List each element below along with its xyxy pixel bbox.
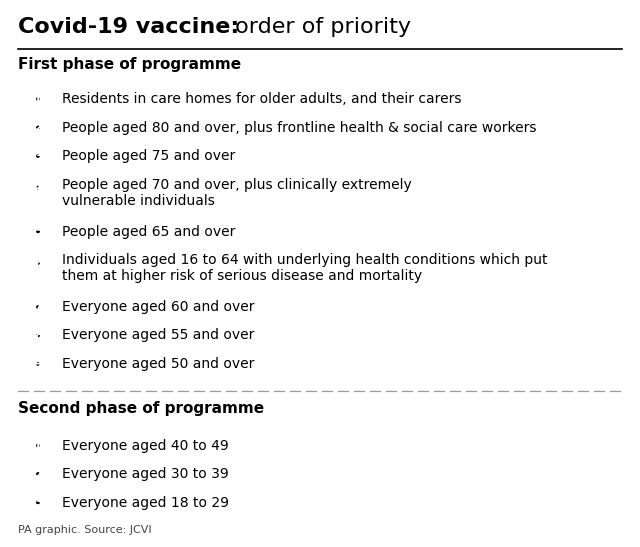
Text: Everyone aged 55 and over: Everyone aged 55 and over — [62, 329, 254, 342]
Text: 3: 3 — [34, 149, 42, 162]
Circle shape — [36, 187, 39, 189]
Circle shape — [36, 473, 39, 475]
Text: 1: 1 — [34, 92, 42, 106]
Text: Everyone aged 40 to 49: Everyone aged 40 to 49 — [62, 439, 228, 452]
Text: 7: 7 — [34, 300, 42, 313]
Text: 2: 2 — [34, 468, 42, 480]
Circle shape — [36, 155, 39, 157]
Text: Covid-19 vaccine:: Covid-19 vaccine: — [18, 17, 239, 37]
Circle shape — [36, 126, 39, 129]
Text: 5: 5 — [34, 225, 42, 238]
Text: 8: 8 — [34, 329, 42, 342]
Text: PA graphic. Source: JCVI: PA graphic. Source: JCVI — [18, 525, 152, 535]
Text: Everyone aged 30 to 39: Everyone aged 30 to 39 — [62, 467, 228, 481]
Text: order of priority: order of priority — [228, 17, 411, 37]
Text: First phase of programme: First phase of programme — [18, 57, 241, 72]
Text: People aged 75 and over: People aged 75 and over — [62, 149, 236, 163]
Text: Everyone aged 18 to 29: Everyone aged 18 to 29 — [62, 496, 229, 509]
Text: Second phase of programme: Second phase of programme — [18, 400, 264, 416]
Circle shape — [36, 334, 39, 337]
Text: 9: 9 — [34, 358, 42, 370]
Circle shape — [36, 306, 39, 308]
Text: 2: 2 — [34, 121, 42, 134]
Text: Everyone aged 50 and over: Everyone aged 50 and over — [62, 357, 254, 371]
Text: 3: 3 — [34, 496, 42, 509]
Circle shape — [36, 262, 39, 264]
Text: Individuals aged 16 to 64 with underlying health conditions which put
them at hi: Individuals aged 16 to 64 with underlyin… — [62, 253, 547, 283]
Text: Residents in care homes for older adults, and their carers: Residents in care homes for older adults… — [62, 92, 461, 106]
Text: Everyone aged 60 and over: Everyone aged 60 and over — [62, 300, 255, 314]
Text: People aged 65 and over: People aged 65 and over — [62, 224, 236, 238]
Text: People aged 80 and over, plus frontline health & social care workers: People aged 80 and over, plus frontline … — [62, 120, 536, 135]
Text: 6: 6 — [34, 257, 42, 270]
Text: People aged 70 and over, plus clinically extremely
vulnerable individuals: People aged 70 and over, plus clinically… — [62, 177, 412, 208]
Text: 4: 4 — [34, 181, 42, 194]
Circle shape — [36, 98, 39, 100]
Circle shape — [36, 444, 39, 447]
Circle shape — [36, 501, 39, 504]
Circle shape — [36, 363, 39, 365]
Text: 1: 1 — [34, 439, 42, 452]
Circle shape — [36, 230, 39, 232]
